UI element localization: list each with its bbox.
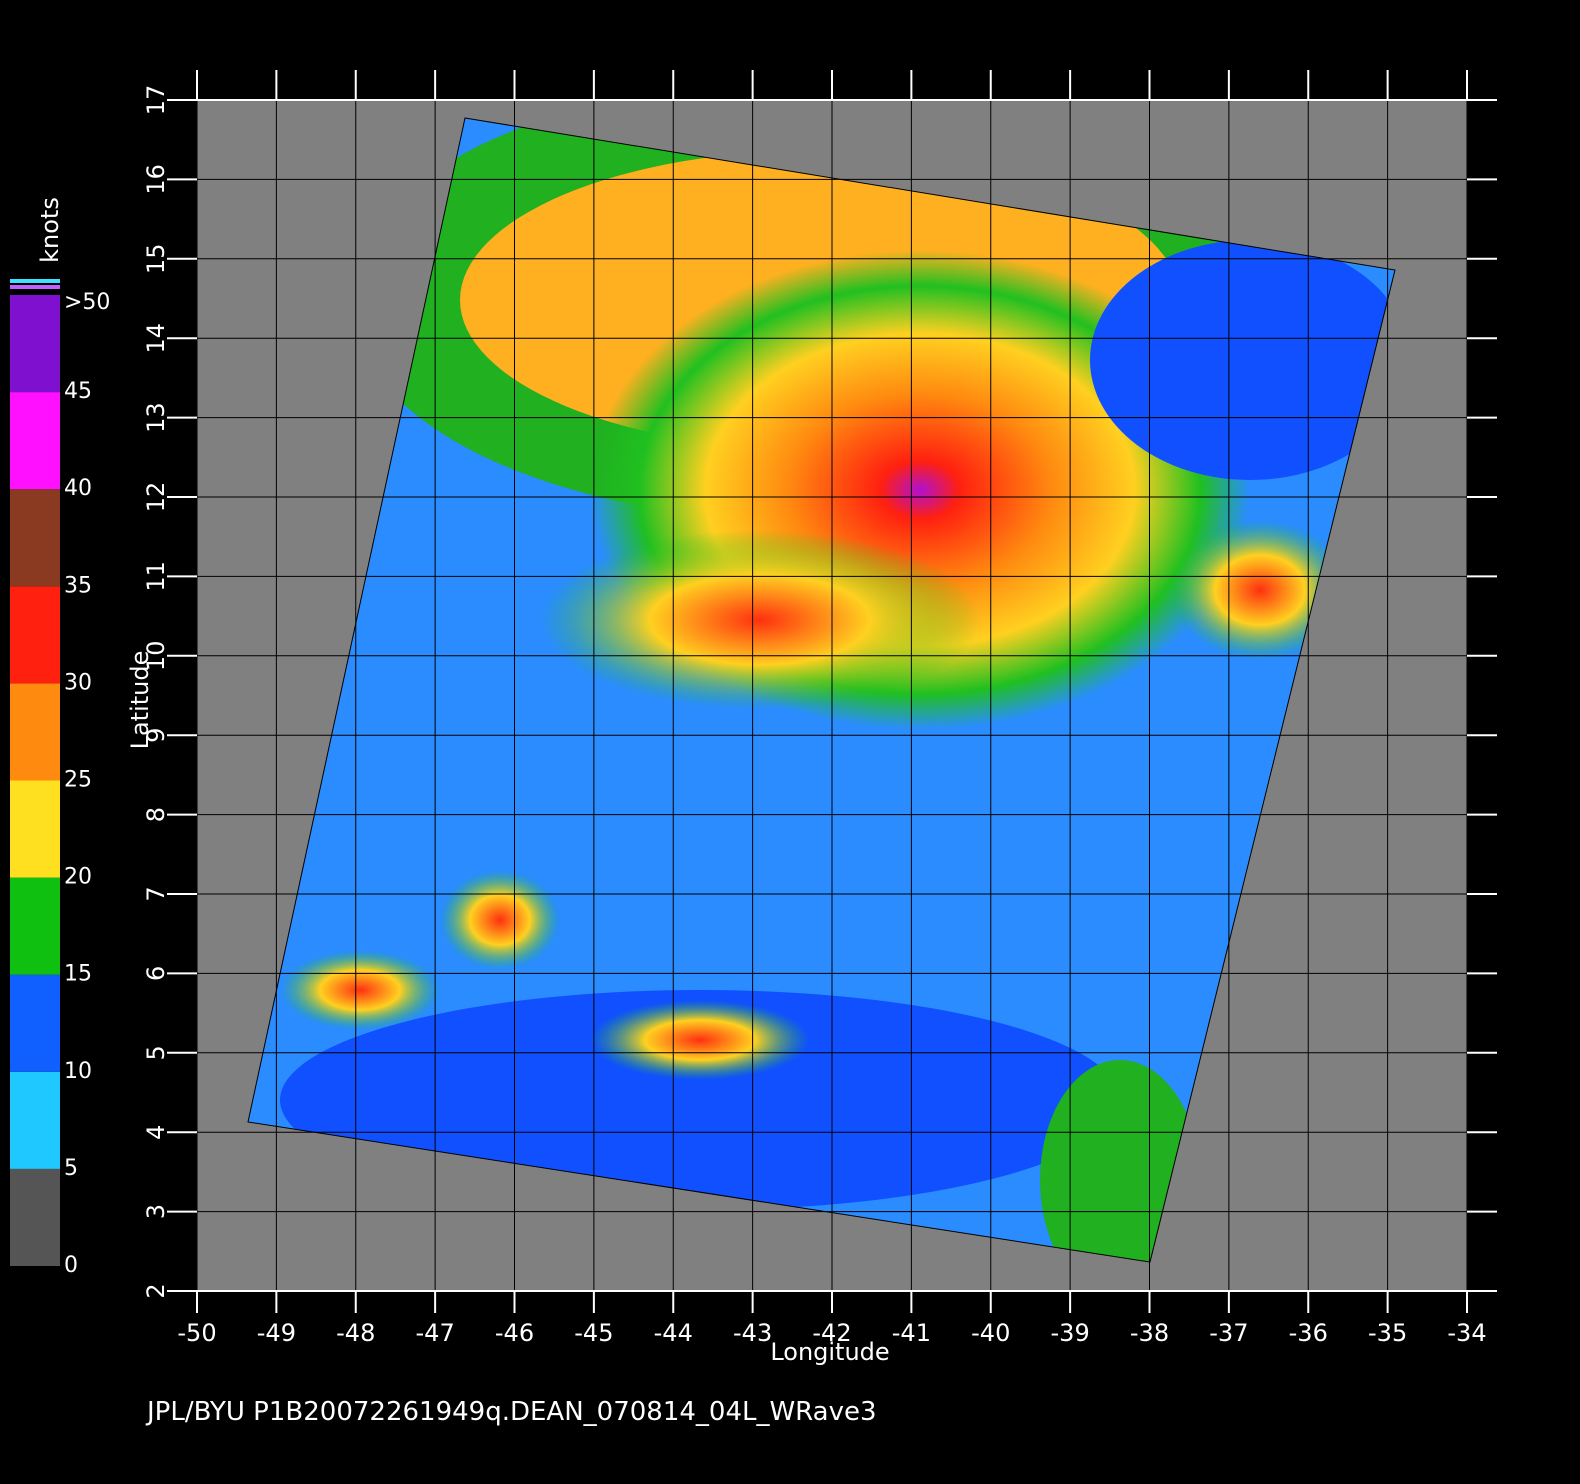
y-tick-label: 15 bbox=[142, 244, 170, 275]
x-tick-label: -50 bbox=[177, 1319, 216, 1347]
axes: -50 -49 -48 -47 -46 -45 -44 -43 -42 -41 -40 -39 -38 -… bbox=[142, 70, 1497, 1347]
colorbar-label: 15 bbox=[64, 962, 92, 987]
colorbar-label: 10 bbox=[64, 1059, 92, 1084]
x-tick-label: -36 bbox=[1289, 1319, 1328, 1347]
y-tick-label: 12 bbox=[142, 482, 170, 513]
y-tick-label: 10 bbox=[142, 641, 170, 672]
colorbar-label: 45 bbox=[64, 379, 92, 404]
x-tick-label: -43 bbox=[733, 1319, 772, 1347]
colorbar-label: 35 bbox=[64, 573, 92, 598]
colorbar: 0 5 10 15 20 25 30 35 40 45 >50 knots bbox=[10, 197, 110, 1278]
y-tick-label: 4 bbox=[142, 1125, 170, 1140]
colorbar-segment bbox=[10, 586, 60, 684]
colorbar-cap bbox=[10, 279, 60, 283]
y-tick-label: 2 bbox=[142, 1283, 170, 1298]
x-tick-label: -38 bbox=[1130, 1319, 1169, 1347]
x-tick-label: -44 bbox=[654, 1319, 693, 1347]
colorbar-segment bbox=[10, 877, 60, 975]
colorbar-label: 5 bbox=[64, 1156, 78, 1181]
caption: JPL/BYU P1B20072261949q.DEAN_070814_04L_… bbox=[145, 1397, 877, 1427]
x-tick-label: -45 bbox=[574, 1319, 613, 1347]
x-axis-label: Longitude bbox=[770, 1338, 889, 1366]
y-tick-label: 5 bbox=[142, 1045, 170, 1060]
colorbar-label: >50 bbox=[64, 290, 110, 315]
x-tick-label: -42 bbox=[812, 1319, 851, 1347]
y-tick-label: 8 bbox=[142, 807, 170, 822]
x-tick-label: -35 bbox=[1368, 1319, 1407, 1347]
colorbar-segment bbox=[10, 295, 60, 393]
y-tick-label: 7 bbox=[142, 886, 170, 901]
wind-swath bbox=[248, 118, 1395, 1262]
x-tick-label: -48 bbox=[336, 1319, 375, 1347]
x-tick-label: -37 bbox=[1209, 1319, 1248, 1347]
colorbar-segment bbox=[10, 683, 60, 781]
y-tick-label: 3 bbox=[142, 1204, 170, 1219]
y-tick-label: 9 bbox=[142, 728, 170, 743]
colorbar-unit: knots bbox=[36, 197, 64, 263]
colorbar-label: 20 bbox=[64, 865, 92, 890]
colorbar-segment bbox=[10, 392, 60, 490]
y-tick-label: 16 bbox=[142, 164, 170, 195]
x-tick-label: -40 bbox=[971, 1319, 1010, 1347]
y-tick-label: 17 bbox=[142, 85, 170, 116]
colorbar-label: 25 bbox=[64, 768, 92, 793]
colorbar-segment bbox=[10, 1168, 60, 1266]
x-tick-label: -49 bbox=[257, 1319, 296, 1347]
grid bbox=[196, 99, 1468, 1292]
colorbar-cap bbox=[10, 285, 60, 289]
y-tick-label: 6 bbox=[142, 966, 170, 981]
colorbar-segment bbox=[10, 489, 60, 587]
x-tick-label: -47 bbox=[416, 1319, 455, 1347]
colorbar-segment bbox=[10, 780, 60, 878]
x-tick-label: -34 bbox=[1447, 1319, 1486, 1347]
y-tick-label: 13 bbox=[142, 402, 170, 433]
colorbar-label: 30 bbox=[64, 670, 92, 695]
x-tick-label: -41 bbox=[892, 1319, 931, 1347]
y-tick-label: 14 bbox=[142, 323, 170, 354]
colorbar-label: 0 bbox=[64, 1253, 78, 1278]
y-tick-label: 11 bbox=[142, 561, 170, 592]
y-axis-label: Latitude bbox=[126, 651, 154, 750]
colorbar-segment bbox=[10, 974, 60, 1072]
x-tick-label: -39 bbox=[1051, 1319, 1090, 1347]
colorbar-segment bbox=[10, 1071, 60, 1169]
colorbar-label: 40 bbox=[64, 476, 92, 501]
x-tick-label: -46 bbox=[495, 1319, 534, 1347]
